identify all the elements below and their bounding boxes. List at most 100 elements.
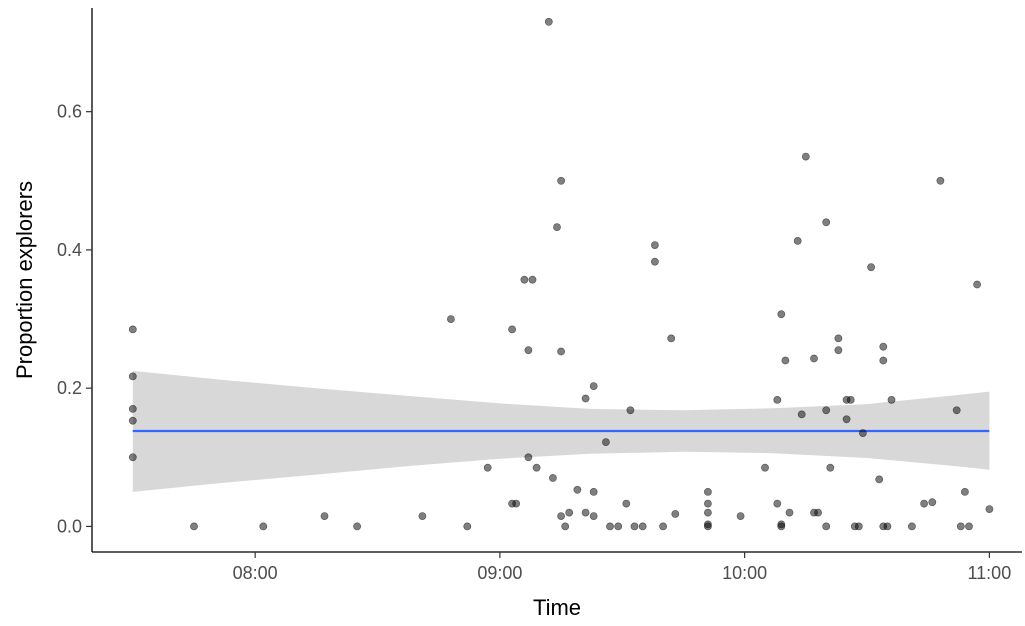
data-point bbox=[659, 522, 667, 531]
data-point bbox=[651, 241, 659, 249]
data-point bbox=[553, 223, 561, 231]
y-tick-label: 0.2 bbox=[57, 378, 82, 398]
data-point bbox=[320, 512, 329, 520]
data-point bbox=[626, 406, 635, 415]
data-point bbox=[581, 508, 590, 517]
data-point bbox=[638, 522, 647, 531]
x-tick-label: 08:00 bbox=[233, 563, 278, 583]
x-tick-label: 11:00 bbox=[968, 563, 1012, 583]
data-point bbox=[846, 395, 855, 404]
data-point bbox=[602, 438, 610, 446]
data-point bbox=[573, 485, 582, 494]
data-point bbox=[777, 310, 786, 319]
data-point bbox=[883, 522, 892, 531]
data-point bbox=[549, 474, 557, 482]
data-point bbox=[581, 394, 590, 403]
data-point bbox=[952, 406, 961, 415]
data-point bbox=[528, 275, 537, 284]
data-point bbox=[353, 522, 361, 531]
data-point bbox=[793, 236, 802, 245]
data-point bbox=[463, 522, 472, 531]
y-axis-title: Proportion explorers bbox=[12, 181, 37, 379]
data-point bbox=[667, 334, 676, 343]
data-point bbox=[508, 325, 516, 334]
x-axis-ticks: 08:00 09:00 10:00 11:00 bbox=[233, 552, 1012, 583]
data-point bbox=[128, 372, 137, 381]
data-point bbox=[822, 522, 831, 531]
data-point bbox=[842, 415, 851, 424]
data-point bbox=[704, 499, 712, 508]
data-point bbox=[606, 522, 614, 531]
data-point bbox=[589, 487, 598, 496]
data-point bbox=[879, 356, 888, 365]
data-point bbox=[704, 522, 712, 531]
data-point bbox=[190, 522, 198, 531]
data-point bbox=[797, 410, 806, 419]
data-point bbox=[887, 395, 896, 404]
data-point bbox=[128, 453, 137, 462]
data-point bbox=[814, 508, 822, 517]
data-point bbox=[128, 416, 137, 425]
data-point bbox=[259, 522, 268, 531]
data-point bbox=[879, 342, 888, 351]
data-point bbox=[544, 17, 553, 26]
data-point bbox=[565, 508, 574, 517]
data-point bbox=[651, 257, 659, 266]
y-tick-label: 0.6 bbox=[57, 102, 82, 122]
data-point bbox=[936, 176, 945, 185]
data-point bbox=[520, 275, 529, 284]
data-point bbox=[854, 522, 863, 531]
data-point bbox=[557, 347, 565, 356]
data-point bbox=[961, 487, 969, 496]
data-point bbox=[704, 508, 712, 517]
data-point bbox=[781, 356, 790, 365]
data-point bbox=[128, 404, 137, 413]
data-point bbox=[589, 512, 598, 520]
data-point bbox=[512, 499, 521, 508]
y-axis-ticks: 0.0 0.2 0.4 0.6 bbox=[57, 102, 92, 536]
data-point bbox=[671, 510, 680, 518]
data-point bbox=[773, 499, 782, 508]
x-tick-label: 10:00 bbox=[722, 563, 767, 583]
data-point bbox=[524, 453, 533, 462]
data-point bbox=[589, 382, 598, 390]
data-point bbox=[801, 152, 810, 161]
data-points-layer bbox=[128, 17, 994, 531]
x-axis-title: Time bbox=[533, 595, 581, 620]
data-point bbox=[822, 406, 831, 415]
data-point bbox=[973, 280, 981, 289]
data-point bbox=[956, 522, 965, 531]
data-point bbox=[928, 498, 937, 507]
data-point bbox=[483, 463, 492, 472]
data-point bbox=[614, 522, 623, 531]
data-point bbox=[985, 505, 994, 513]
data-point bbox=[736, 512, 745, 520]
data-point bbox=[777, 522, 786, 531]
data-point bbox=[128, 325, 137, 334]
data-point bbox=[557, 176, 565, 185]
data-point bbox=[810, 354, 818, 363]
data-point bbox=[630, 522, 639, 531]
data-point bbox=[826, 463, 835, 472]
data-point bbox=[524, 346, 533, 355]
data-point bbox=[761, 463, 769, 472]
data-point bbox=[867, 263, 875, 272]
data-point bbox=[446, 315, 455, 323]
data-point bbox=[561, 522, 570, 531]
data-point bbox=[622, 499, 631, 508]
data-point bbox=[822, 218, 831, 227]
y-tick-label: 0.0 bbox=[57, 516, 82, 536]
data-point bbox=[920, 499, 928, 508]
data-point bbox=[859, 429, 867, 437]
data-point bbox=[875, 475, 884, 484]
x-tick-label: 09:00 bbox=[477, 563, 522, 583]
data-point bbox=[557, 512, 565, 520]
data-point bbox=[908, 522, 916, 531]
data-point bbox=[965, 522, 973, 531]
data-point bbox=[532, 463, 541, 472]
data-point bbox=[704, 487, 712, 496]
data-point bbox=[834, 334, 843, 343]
data-point bbox=[834, 346, 843, 355]
data-point bbox=[785, 508, 794, 517]
